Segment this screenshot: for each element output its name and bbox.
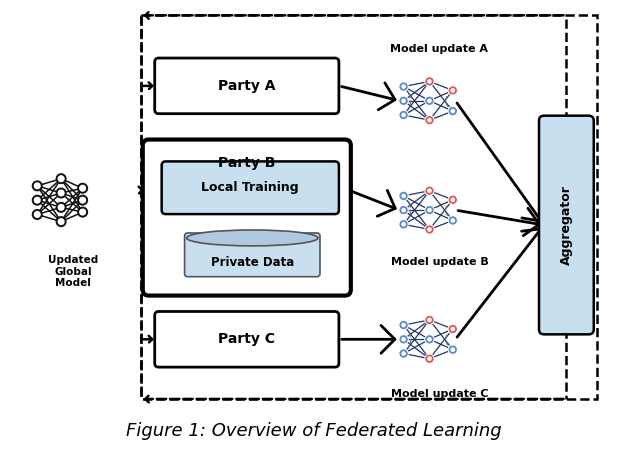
Circle shape: [402, 99, 405, 103]
Circle shape: [451, 327, 455, 331]
Circle shape: [57, 203, 66, 212]
Circle shape: [57, 188, 66, 197]
Circle shape: [57, 174, 66, 183]
Circle shape: [428, 228, 431, 231]
Circle shape: [448, 106, 457, 116]
Circle shape: [425, 335, 434, 344]
Circle shape: [399, 206, 408, 215]
Text: Model update A: Model update A: [391, 44, 489, 54]
FancyBboxPatch shape: [161, 162, 339, 214]
Circle shape: [402, 338, 405, 341]
Circle shape: [399, 191, 408, 201]
Circle shape: [425, 186, 434, 195]
Text: Aggregator: Aggregator: [560, 185, 573, 265]
Circle shape: [425, 354, 434, 363]
Circle shape: [428, 318, 431, 321]
Circle shape: [399, 110, 408, 120]
Circle shape: [399, 96, 408, 105]
Circle shape: [448, 324, 457, 334]
Circle shape: [425, 115, 434, 125]
Circle shape: [402, 323, 405, 327]
Circle shape: [78, 184, 87, 193]
Circle shape: [425, 225, 434, 234]
Circle shape: [425, 77, 434, 86]
Text: Model update B: Model update B: [391, 257, 489, 267]
Text: Party C: Party C: [219, 332, 275, 346]
Circle shape: [402, 223, 405, 226]
FancyBboxPatch shape: [154, 311, 339, 367]
FancyBboxPatch shape: [539, 116, 593, 334]
Circle shape: [428, 189, 431, 192]
FancyBboxPatch shape: [143, 139, 351, 296]
Circle shape: [425, 206, 434, 215]
Circle shape: [399, 82, 408, 91]
Circle shape: [402, 194, 405, 197]
Circle shape: [448, 216, 457, 225]
Text: Party B: Party B: [218, 156, 276, 170]
Text: Private Data: Private Data: [210, 256, 294, 269]
Circle shape: [428, 80, 431, 83]
Circle shape: [402, 85, 405, 88]
FancyBboxPatch shape: [185, 233, 320, 276]
Circle shape: [78, 207, 87, 217]
Circle shape: [448, 195, 457, 204]
Circle shape: [402, 114, 405, 117]
Circle shape: [399, 335, 408, 344]
Circle shape: [448, 345, 457, 354]
Circle shape: [33, 196, 42, 205]
Circle shape: [451, 219, 455, 222]
Circle shape: [451, 89, 455, 92]
Circle shape: [428, 118, 431, 122]
Circle shape: [399, 321, 408, 330]
Circle shape: [425, 96, 434, 105]
Text: Updated
Global
Model: Updated Global Model: [48, 255, 98, 288]
Circle shape: [451, 198, 455, 202]
Circle shape: [451, 348, 455, 351]
Circle shape: [428, 357, 431, 360]
Ellipse shape: [187, 230, 318, 246]
FancyBboxPatch shape: [154, 58, 339, 114]
Circle shape: [428, 99, 431, 103]
Circle shape: [402, 352, 405, 355]
Circle shape: [428, 338, 431, 341]
Circle shape: [451, 109, 455, 113]
Circle shape: [448, 86, 457, 95]
Text: Party A: Party A: [218, 79, 276, 93]
Circle shape: [57, 217, 66, 226]
Circle shape: [33, 181, 42, 190]
Circle shape: [399, 349, 408, 358]
Circle shape: [399, 220, 408, 229]
Circle shape: [402, 208, 405, 212]
Text: Local Training: Local Training: [202, 181, 299, 194]
Text: Model update C: Model update C: [391, 389, 488, 399]
Circle shape: [78, 196, 87, 205]
Circle shape: [33, 210, 42, 219]
Circle shape: [428, 208, 431, 212]
Text: Figure 1: Overview of Federated Learning: Figure 1: Overview of Federated Learning: [126, 422, 502, 440]
Circle shape: [425, 315, 434, 325]
